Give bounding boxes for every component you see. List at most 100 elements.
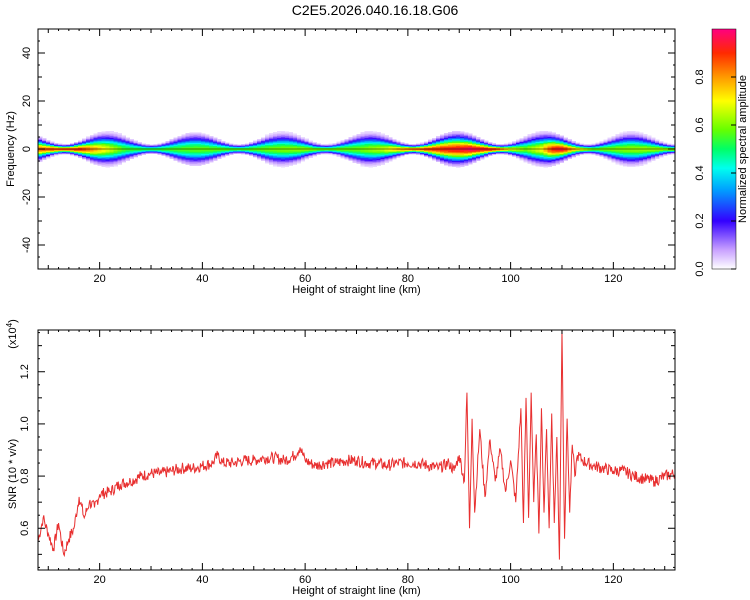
heatmap-cell bbox=[348, 157, 353, 159]
heatmap-cell bbox=[256, 155, 262, 157]
heatmap-cell bbox=[567, 149, 572, 151]
heatmap-cell bbox=[185, 157, 190, 159]
heatmap-cell bbox=[631, 161, 636, 164]
heatmap-cell bbox=[133, 151, 138, 153]
heatmap-cell bbox=[312, 149, 318, 151]
heatmap-cell bbox=[38, 152, 43, 154]
heatmap-cell bbox=[153, 144, 158, 146]
heatmap-cell bbox=[38, 144, 43, 146]
heatmap-cell bbox=[483, 153, 489, 155]
heatmap-cell bbox=[575, 151, 580, 153]
heatmap-cell bbox=[77, 141, 83, 143]
heatmap-cell bbox=[471, 140, 477, 142]
heatmap-cell bbox=[483, 147, 489, 149]
heatmap-cell bbox=[547, 156, 552, 159]
heatmap-cell bbox=[93, 140, 99, 142]
heatmap-cell bbox=[607, 157, 612, 159]
heatmap-cell bbox=[49, 151, 55, 152]
heatmap-cell bbox=[173, 137, 178, 139]
heatmap-cell bbox=[384, 142, 389, 144]
heatmap-cell bbox=[396, 143, 401, 145]
heatmap-cell bbox=[332, 152, 337, 154]
heatmap-cell bbox=[145, 150, 150, 152]
heatmap-cell bbox=[384, 153, 389, 156]
heatmap-cell bbox=[296, 143, 302, 145]
heatmap-cell bbox=[523, 156, 529, 158]
heatmap-cell bbox=[475, 160, 481, 162]
heatmap-cell bbox=[117, 133, 123, 135]
heatmap-cell bbox=[276, 157, 282, 160]
heatmap-cell bbox=[428, 151, 433, 153]
heatmap-cell bbox=[436, 147, 441, 149]
heatmap-cell bbox=[252, 154, 258, 156]
heatmap-cell bbox=[575, 154, 580, 156]
heatmap-cell bbox=[647, 157, 652, 159]
heatmap-cell bbox=[221, 152, 226, 154]
heatmap-cell bbox=[376, 135, 381, 138]
heatmap-cell bbox=[69, 147, 75, 149]
heatmap-cell bbox=[49, 149, 55, 150]
heatmap-cell bbox=[527, 145, 533, 148]
heatmap-cell bbox=[249, 149, 254, 151]
heatmap-cell bbox=[81, 143, 87, 145]
heatmap-cell bbox=[503, 149, 509, 150]
heatmap-cell bbox=[145, 150, 150, 152]
heatmap-cell bbox=[479, 139, 485, 141]
heatmap-cell bbox=[356, 140, 361, 143]
heatmap-cell bbox=[663, 144, 668, 146]
heatmap-cell bbox=[671, 149, 675, 151]
heatmap-cell bbox=[655, 139, 660, 141]
heatmap-cell bbox=[432, 141, 437, 143]
heatmap-cell bbox=[161, 146, 166, 148]
heatmap-cell bbox=[475, 157, 481, 159]
heatmap-cell bbox=[197, 145, 202, 147]
heatmap-cell bbox=[93, 151, 99, 153]
heatmap-cell bbox=[647, 152, 652, 155]
heatmap-cell bbox=[352, 151, 357, 153]
heatmap-cell bbox=[161, 155, 166, 157]
heatmap-cell bbox=[189, 159, 194, 161]
heatmap-cell bbox=[388, 143, 393, 145]
heatmap-cell bbox=[89, 151, 95, 153]
heatmap-cell bbox=[360, 160, 365, 162]
heatmap-cell bbox=[280, 155, 286, 158]
heatmap-cell bbox=[420, 151, 425, 153]
heatmap-cell bbox=[272, 139, 278, 141]
heatmap-cell bbox=[245, 150, 250, 152]
heatmap-cell bbox=[595, 147, 600, 148]
heatmap-cell bbox=[487, 154, 493, 156]
heatmap-cell bbox=[173, 159, 178, 161]
heatmap-cell bbox=[663, 153, 668, 155]
heatmap-cell bbox=[185, 152, 190, 155]
heatmap-cell bbox=[49, 143, 55, 145]
heatmap-cell bbox=[225, 143, 230, 145]
heatmap-cell bbox=[320, 150, 326, 151]
heatmap-cell bbox=[364, 152, 369, 155]
heatmap-cell bbox=[635, 162, 640, 165]
heatmap-cell bbox=[663, 145, 668, 146]
heatmap-cell bbox=[141, 143, 146, 145]
heatmap-cell bbox=[344, 150, 349, 152]
heatmap-cell bbox=[233, 152, 238, 153]
heatmap-cell bbox=[551, 144, 556, 146]
heatmap-cell bbox=[491, 153, 497, 155]
heatmap-cell bbox=[663, 143, 668, 145]
heatmap-cell bbox=[599, 149, 604, 151]
heatmap-cell bbox=[515, 146, 521, 148]
heatmap-cell bbox=[320, 143, 326, 145]
heatmap-cell bbox=[647, 145, 652, 147]
heatmap-cell bbox=[619, 161, 624, 164]
heatmap-cell bbox=[396, 147, 401, 149]
heatmap-cell bbox=[535, 131, 541, 134]
heatmap-cell bbox=[635, 163, 640, 166]
heatmap-cell bbox=[57, 144, 63, 146]
heatmap-cell bbox=[209, 149, 214, 151]
heatmap-cell bbox=[563, 154, 568, 156]
heatmap-cell bbox=[444, 158, 449, 160]
heatmap-cell bbox=[535, 156, 541, 158]
heatmap-cell bbox=[555, 138, 560, 140]
heatmap-cell bbox=[328, 144, 334, 146]
heatmap-cell bbox=[483, 149, 489, 150]
heatmap-cell bbox=[145, 145, 150, 147]
heatmap-cell bbox=[221, 143, 226, 145]
